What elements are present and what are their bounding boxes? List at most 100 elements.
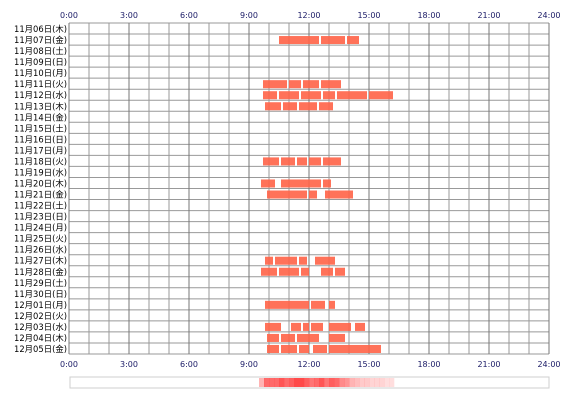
activity-bar bbox=[281, 157, 295, 166]
row-label: 11月24日(月) bbox=[14, 223, 67, 233]
x-tick-label-top: 3:00 bbox=[120, 11, 138, 20]
x-tick-label-top: 6:00 bbox=[180, 11, 198, 20]
x-tick-label-top: 18:00 bbox=[417, 11, 440, 20]
activity-bar bbox=[329, 333, 345, 342]
activity-bar bbox=[289, 80, 301, 89]
activity-bar bbox=[263, 157, 279, 166]
heat-cell bbox=[294, 378, 300, 387]
heat-cell bbox=[299, 378, 305, 387]
activity-bar bbox=[301, 267, 309, 276]
activity-bar bbox=[301, 91, 321, 100]
row-label: 12月02日(火) bbox=[14, 311, 67, 321]
activity-bar bbox=[337, 91, 367, 100]
activity-bar bbox=[267, 333, 279, 342]
activity-bar bbox=[313, 344, 327, 353]
heat-cell bbox=[324, 378, 330, 387]
activity-bar bbox=[265, 322, 281, 331]
activity-bar bbox=[309, 157, 321, 166]
activity-bar bbox=[303, 80, 319, 89]
grid-layer bbox=[68, 22, 550, 355]
x-tick-label-bottom: 3:00 bbox=[120, 360, 138, 369]
activity-bar bbox=[335, 267, 345, 276]
activity-bar bbox=[279, 91, 299, 100]
row-label: 11月22日(土) bbox=[14, 201, 67, 211]
x-tick-label-bottom: 6:00 bbox=[180, 360, 198, 369]
x-tick-label-bottom: 15:00 bbox=[357, 360, 380, 369]
heat-cell bbox=[339, 378, 345, 387]
activity-bar bbox=[311, 322, 323, 331]
activity-bar bbox=[321, 36, 345, 45]
activity-bar bbox=[325, 190, 353, 199]
activity-bar bbox=[329, 300, 335, 309]
activity-bar bbox=[323, 91, 335, 100]
activity-bar bbox=[275, 256, 297, 265]
activity-bar bbox=[329, 344, 381, 353]
heat-cell bbox=[364, 378, 370, 387]
heat-cell bbox=[259, 378, 265, 387]
row-label: 11月23日(日) bbox=[14, 212, 67, 222]
heat-cell bbox=[319, 378, 325, 387]
row-label: 11月27日(木) bbox=[14, 256, 67, 266]
row-label: 11月21日(金) bbox=[14, 190, 67, 200]
heat-cell bbox=[379, 378, 385, 387]
heat-cell bbox=[279, 378, 285, 387]
row-label: 11月16日(日) bbox=[14, 134, 67, 144]
activity-bar bbox=[321, 267, 333, 276]
activity-bar bbox=[315, 256, 335, 265]
row-label: 11月29日(土) bbox=[14, 278, 67, 288]
row-label: 12月04日(木) bbox=[14, 333, 67, 343]
x-tick-label-top: 24:00 bbox=[537, 11, 560, 20]
activity-bar bbox=[265, 300, 309, 309]
heat-strip bbox=[69, 376, 550, 389]
activity-bar bbox=[265, 102, 281, 111]
activity-bar bbox=[261, 267, 277, 276]
heat-cell bbox=[384, 378, 390, 387]
row-label: 12月03日(水) bbox=[14, 322, 67, 332]
row-label: 11月11日(火) bbox=[14, 79, 67, 89]
activity-bar bbox=[319, 102, 333, 111]
x-tick-label-top: 15:00 bbox=[357, 11, 380, 20]
activity-bar bbox=[267, 190, 307, 199]
activity-bar bbox=[299, 256, 307, 265]
x-tick-label-bottom: 24:00 bbox=[537, 360, 560, 369]
x-tick-label-top: 9:00 bbox=[240, 11, 258, 20]
x-axis-top: 0:00 3:00 6:00 9:00 12:00 15:00 18:00 21:00 24:0… bbox=[60, 11, 561, 20]
row-label: 11月19日(水) bbox=[14, 167, 67, 177]
x-tick-label-top: 12:00 bbox=[297, 11, 320, 20]
activity-bar bbox=[299, 102, 317, 111]
heat-cell bbox=[344, 378, 350, 387]
activity-bar bbox=[267, 344, 279, 353]
activity-bar bbox=[291, 322, 301, 331]
x-tick-label-bottom: 18:00 bbox=[417, 360, 440, 369]
row-label: 11月12日(水) bbox=[14, 90, 67, 100]
activity-bar bbox=[355, 322, 365, 331]
heat-cell bbox=[269, 378, 275, 387]
row-label: 11月06日(木) bbox=[14, 24, 67, 34]
heat-cell bbox=[389, 378, 395, 387]
row-label: 11月28日(金) bbox=[14, 267, 67, 277]
row-label: 12月05日(金) bbox=[14, 344, 67, 354]
row-label: 11月18日(火) bbox=[14, 156, 67, 166]
activity-bar bbox=[297, 333, 319, 342]
activity-bar bbox=[347, 36, 359, 45]
heat-cell bbox=[274, 378, 280, 387]
activity-bar bbox=[303, 322, 309, 331]
heat-cell bbox=[264, 378, 270, 387]
x-tick-label-bottom: 12:00 bbox=[297, 360, 320, 369]
activity-bar bbox=[323, 179, 331, 188]
heat-cell bbox=[374, 378, 380, 387]
row-label: 11月30日(日) bbox=[14, 289, 67, 299]
activity-bar bbox=[265, 256, 273, 265]
row-label: 11月07日(金) bbox=[14, 35, 67, 45]
bar-layer bbox=[261, 36, 393, 353]
row-label: 11月13日(木) bbox=[14, 101, 67, 111]
activity-bar bbox=[263, 91, 277, 100]
x-axis-bottom: 0:00 3:00 6:00 9:00 12:00 15:00 18:00 21:00 24:0… bbox=[60, 360, 561, 369]
row-label: 11月08日(土) bbox=[14, 46, 67, 56]
label-layer: 11月06日(木)11月07日(金)11月08日(土)11月09日(日)11月1… bbox=[14, 24, 67, 354]
heat-cell bbox=[289, 378, 295, 387]
activity-bar bbox=[263, 80, 287, 89]
x-tick-label-top: 0:00 bbox=[60, 11, 78, 20]
row-label: 12月01日(月) bbox=[14, 300, 67, 310]
